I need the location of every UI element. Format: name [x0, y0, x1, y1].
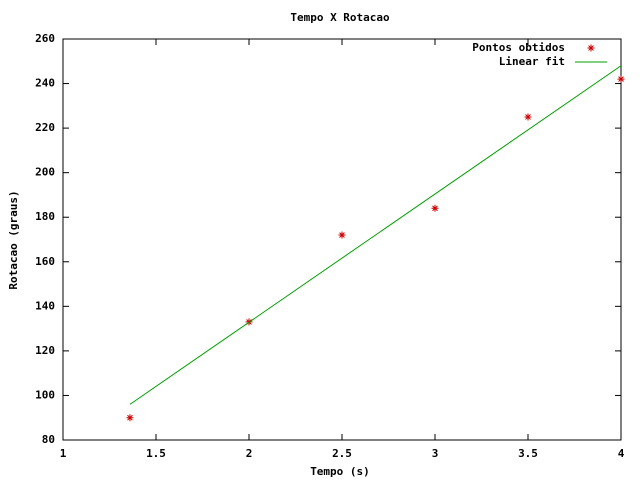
y-tick-label: 100 — [35, 388, 55, 401]
chart-title: Tempo X Rotacao — [290, 11, 390, 24]
legend-label: Pontos obtidos — [472, 41, 565, 54]
legend-swatch — [587, 44, 595, 52]
x-tick-label: 3.5 — [518, 447, 538, 460]
x-axis-label: Tempo (s) — [310, 465, 370, 478]
y-tick-label: 160 — [35, 255, 55, 268]
y-tick-label: 220 — [35, 121, 55, 134]
data-point — [338, 231, 346, 239]
data-point — [431, 204, 439, 212]
data-point — [126, 414, 134, 422]
fit-line — [129, 65, 622, 405]
x-tick-label: 2.5 — [332, 447, 352, 460]
x-tick-label: 1.5 — [146, 447, 166, 460]
y-tick-label: 200 — [35, 166, 55, 179]
plot-frame — [62, 38, 622, 441]
y-tick-label: 120 — [35, 344, 55, 357]
y-tick-label: 140 — [35, 299, 55, 312]
x-tick-label: 4 — [618, 447, 625, 460]
y-tick-label: 180 — [35, 210, 55, 223]
y-tick-label: 80 — [42, 433, 55, 446]
y-tick-label: 240 — [35, 77, 55, 90]
y-axis-label: Rotacao (graus) — [7, 190, 20, 289]
data-point — [617, 75, 625, 83]
x-tick-label: 3 — [432, 447, 439, 460]
y-tick-label: 260 — [35, 32, 55, 45]
x-tick-label: 1 — [60, 447, 67, 460]
data-point — [524, 113, 532, 121]
legend-label: Linear fit — [499, 55, 565, 68]
x-tick-label: 2 — [246, 447, 253, 460]
